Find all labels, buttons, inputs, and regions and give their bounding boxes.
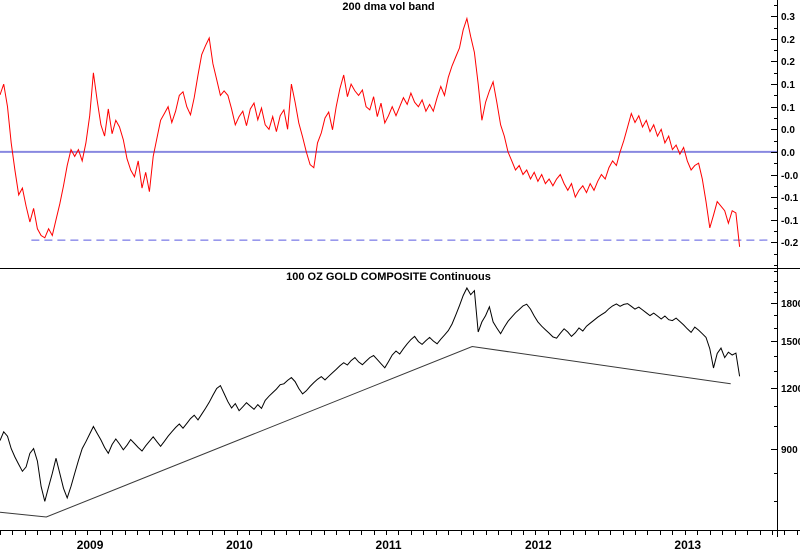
price-axis-tick-label: 1800: [781, 299, 800, 310]
vol-axis-tick-label: 0.0: [781, 125, 795, 136]
price-axis-tick-label: 1500: [781, 337, 800, 348]
bottom-panel-title: 100 OZ GOLD COMPOSITE Continuous: [286, 271, 491, 283]
year-label: 2013: [674, 538, 701, 552]
vol-axis-tick-label: 0.2: [781, 57, 795, 68]
vol-axis-tick-label: 0.0: [781, 148, 795, 159]
vol-band-series: [0, 16, 741, 247]
vol-axis-tick-label: 0.1: [781, 103, 795, 114]
year-label: 2012: [525, 538, 552, 552]
price-axis-tick-label: 900: [781, 445, 798, 456]
vol-axis-tick-label: 0.2: [781, 35, 795, 46]
trendline: [0, 345, 731, 518]
vol-axis-tick-label: 0.3: [781, 12, 795, 23]
price-axis-tick-label: 1200: [781, 384, 800, 395]
vol-axis-tick-label: -0.0: [781, 171, 799, 182]
gold-series: [0, 286, 741, 502]
year-label: 2011: [376, 538, 402, 552]
year-label: 2009: [77, 538, 104, 552]
year-label: 2010: [226, 538, 253, 552]
vol-axis-tick-label: 0.1: [781, 80, 795, 91]
vol-axis-tick-label: -0.1: [781, 216, 799, 227]
vol-axis-tick-label: -0.2: [781, 238, 799, 249]
top-panel-title: 200 dma vol band: [342, 1, 435, 13]
vol-axis-tick-label: -0.1: [781, 193, 799, 204]
